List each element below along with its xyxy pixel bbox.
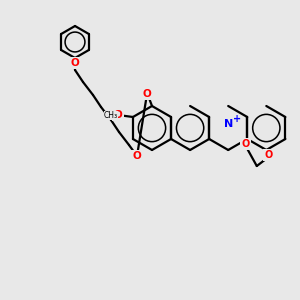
- Text: O: O: [142, 89, 152, 99]
- Text: O: O: [70, 58, 80, 68]
- Text: O: O: [133, 151, 141, 161]
- Text: O: O: [264, 150, 272, 160]
- Text: +: +: [233, 114, 241, 124]
- Text: N: N: [224, 119, 233, 129]
- Text: O: O: [241, 139, 249, 149]
- Text: O: O: [114, 110, 122, 120]
- Text: CH₃: CH₃: [104, 110, 118, 119]
